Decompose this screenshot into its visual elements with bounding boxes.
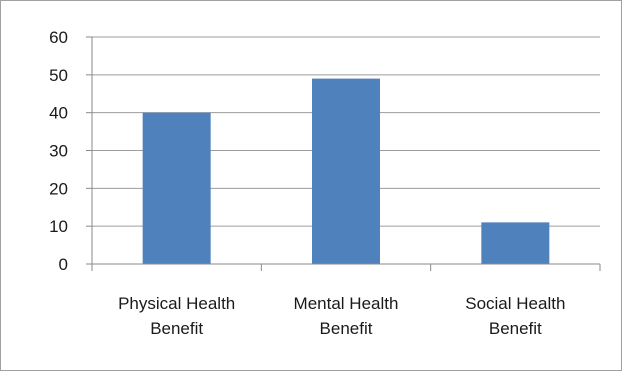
y-tick-label: 0 — [59, 255, 68, 274]
x-tick-label-line: Social Health — [465, 294, 565, 313]
y-tick-label: 60 — [49, 28, 68, 47]
y-tick-label: 30 — [49, 142, 68, 161]
bars — [142, 78, 550, 265]
bar — [312, 78, 380, 264]
y-tick-label: 40 — [49, 104, 68, 123]
x-tick-label-line: Physical Health — [118, 294, 235, 313]
x-tick-label: Social Health Benefit — [465, 294, 565, 338]
x-tick-label-line: Benefit — [150, 319, 203, 338]
bar — [481, 222, 550, 264]
x-tick-label-line: Mental Health — [294, 294, 399, 313]
y-tick-label: 20 — [49, 179, 68, 198]
bar — [142, 112, 211, 265]
axes — [86, 36, 601, 271]
x-tick-label: Physical Health Benefit — [118, 294, 235, 338]
x-tick-label-line: Benefit — [320, 319, 373, 338]
x-tick-label: Mental Health Benefit — [294, 294, 399, 338]
x-tick-label-line: Benefit — [489, 319, 542, 338]
y-tick-label: 10 — [49, 217, 68, 236]
y-tick-label: 50 — [49, 66, 68, 85]
